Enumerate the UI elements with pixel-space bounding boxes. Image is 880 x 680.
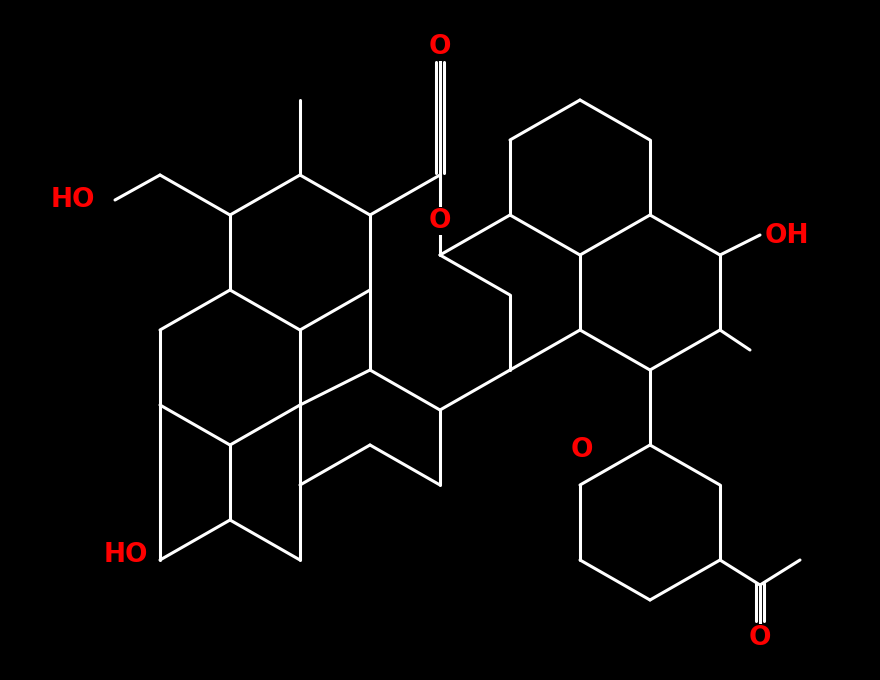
Text: O: O (749, 625, 771, 651)
Text: OH: OH (765, 223, 810, 249)
Text: HO: HO (104, 542, 148, 568)
Text: O: O (429, 208, 451, 234)
Text: O: O (571, 437, 593, 463)
Text: HO: HO (50, 187, 95, 213)
Text: O: O (429, 34, 451, 60)
